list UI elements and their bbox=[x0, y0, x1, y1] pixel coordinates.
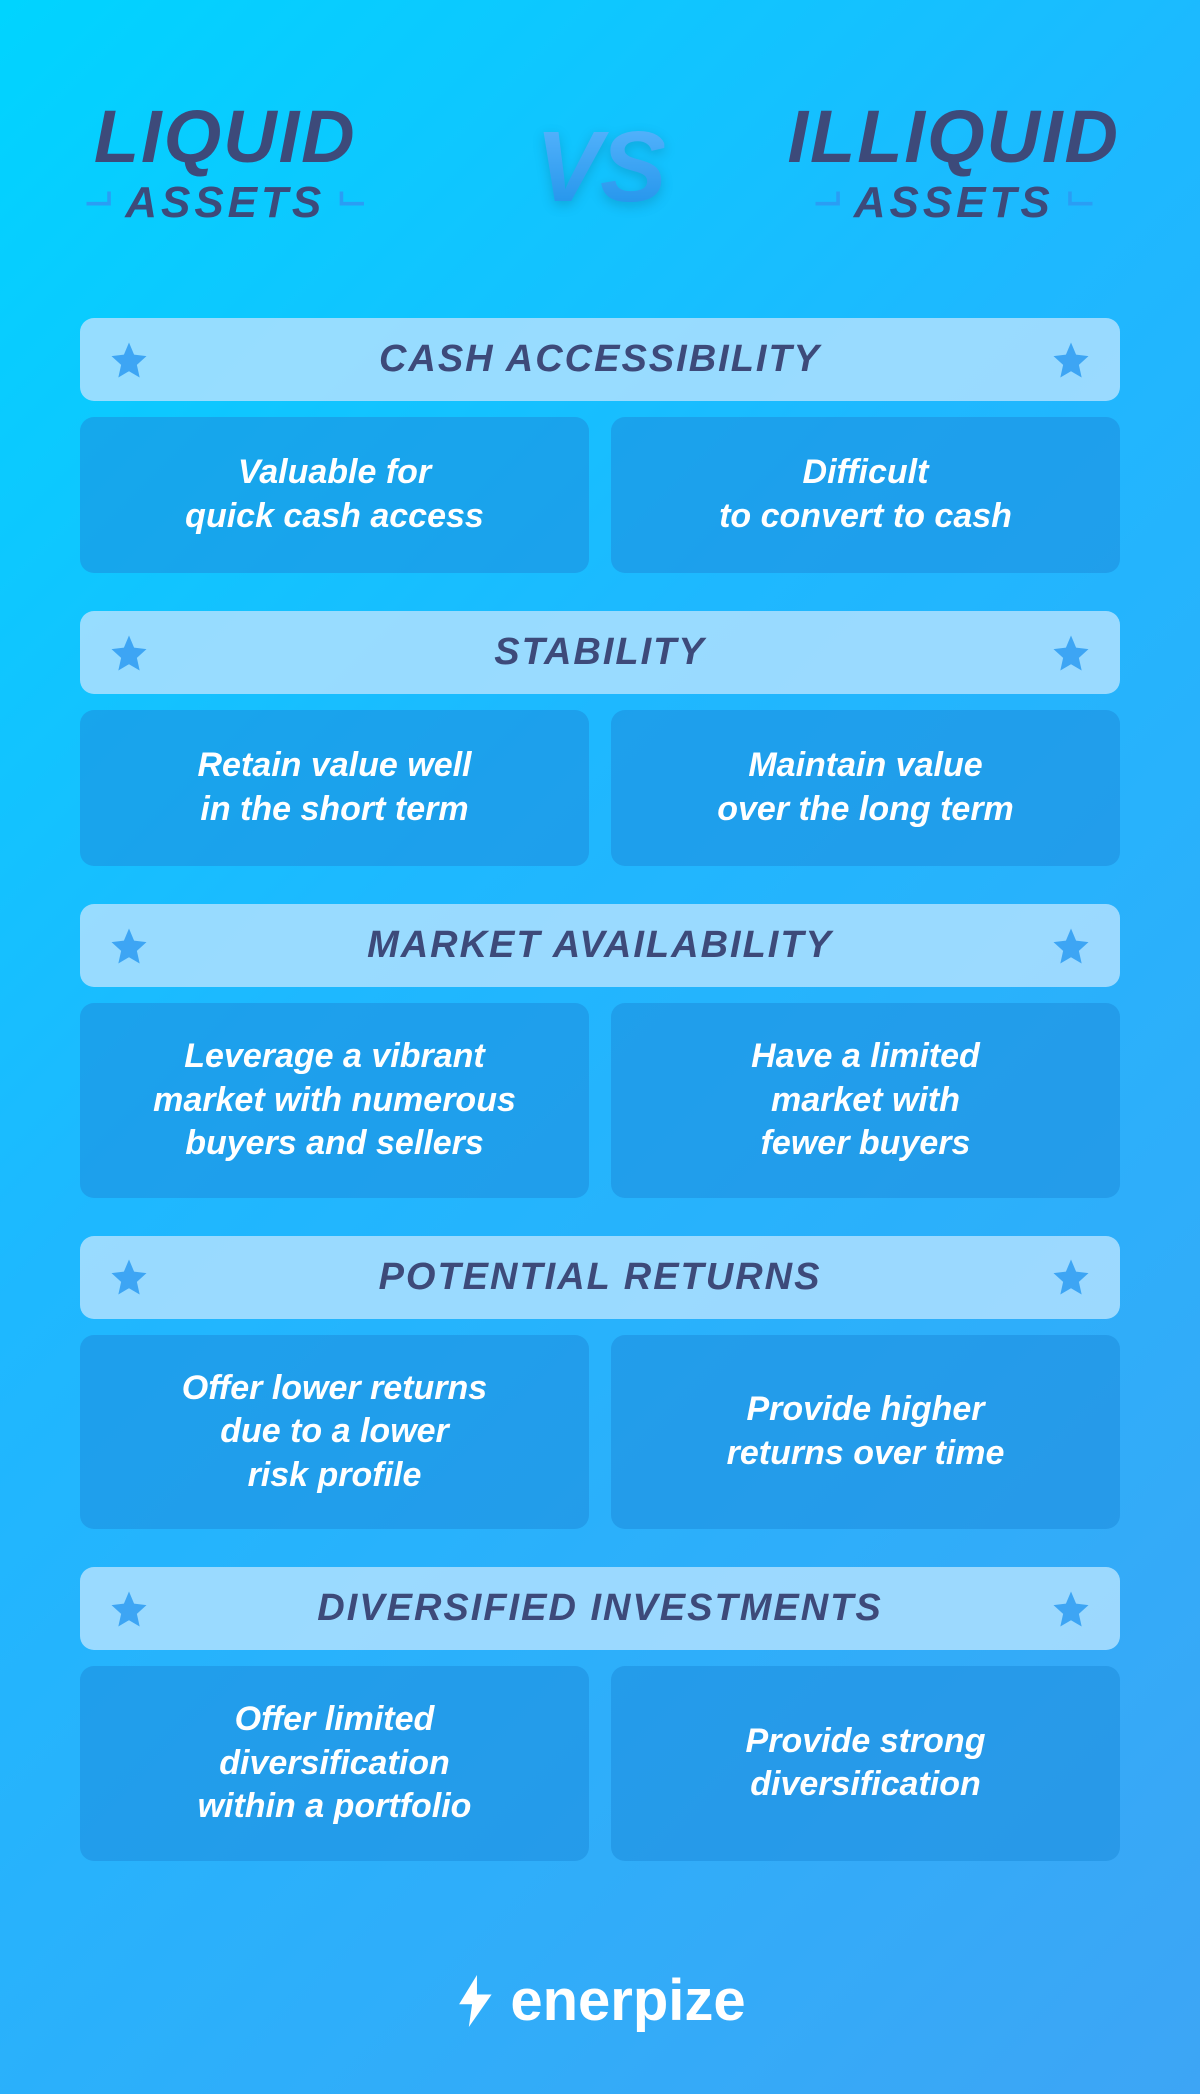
section: STABILITY Retain value well in the short … bbox=[80, 611, 1120, 866]
left-subtitle: ASSETS bbox=[125, 178, 325, 228]
card-text: Provide higher returns over time bbox=[727, 1388, 1005, 1475]
right-title: ILLIQUID bbox=[787, 100, 1120, 174]
bracket-right-icon bbox=[337, 191, 370, 216]
star-icon bbox=[1050, 925, 1092, 967]
liquid-card: Valuable for quick cash access bbox=[80, 417, 589, 573]
section-header: POTENTIAL RETURNS bbox=[80, 1236, 1120, 1319]
cards-row: Leverage a vibrant market with numerous … bbox=[80, 1003, 1120, 1198]
card-text: Have a limited market with fewer buyers bbox=[751, 1035, 980, 1166]
star-icon bbox=[1050, 339, 1092, 381]
bolt-icon bbox=[454, 1975, 496, 2027]
card-text: Provide strong diversification bbox=[746, 1720, 986, 1807]
section-header: CASH ACCESSIBILITY bbox=[80, 318, 1120, 401]
card-text: Offer lower returns due to a lower risk … bbox=[182, 1367, 487, 1498]
cards-row: Offer limited diversification within a p… bbox=[80, 1666, 1120, 1861]
card-text: Difficult to convert to cash bbox=[719, 451, 1012, 538]
star-icon bbox=[1050, 1256, 1092, 1298]
section-title: MARKET AVAILABILITY bbox=[150, 924, 1050, 967]
card-text: Offer limited diversification within a p… bbox=[198, 1698, 472, 1829]
section-header: MARKET AVAILABILITY bbox=[80, 904, 1120, 987]
section: DIVERSIFIED INVESTMENTS Offer limited div… bbox=[80, 1567, 1120, 1861]
right-subtitle: ASSETS bbox=[854, 178, 1054, 228]
card-text: Retain value well in the short term bbox=[198, 744, 472, 831]
section-title: STABILITY bbox=[150, 631, 1050, 674]
card-text: Maintain value over the long term bbox=[717, 744, 1014, 831]
section-title: CASH ACCESSIBILITY bbox=[150, 338, 1050, 381]
bracket-left-icon bbox=[809, 191, 842, 216]
liquid-card: Offer lower returns due to a lower risk … bbox=[80, 1335, 589, 1530]
section-header: STABILITY bbox=[80, 611, 1120, 694]
bracket-right-icon bbox=[1066, 191, 1099, 216]
illiquid-card: Maintain value over the long term bbox=[611, 710, 1120, 866]
header: LIQUID ASSETS VS ILLIQUID ASSETS bbox=[80, 100, 1120, 228]
sections-container: CASH ACCESSIBILITY Valuable for quick cas… bbox=[80, 318, 1120, 1861]
section: POTENTIAL RETURNS Offer lower returns due… bbox=[80, 1236, 1120, 1530]
vs-label: VS bbox=[535, 110, 664, 225]
cards-row: Valuable for quick cash access Difficult … bbox=[80, 417, 1120, 573]
cards-row: Retain value well in the short term Maint… bbox=[80, 710, 1120, 866]
illiquid-card: Provide higher returns over time bbox=[611, 1335, 1120, 1530]
section: CASH ACCESSIBILITY Valuable for quick cas… bbox=[80, 318, 1120, 573]
brand-footer: enerpize bbox=[454, 1967, 745, 2034]
card-text: Valuable for quick cash access bbox=[185, 451, 484, 538]
card-text: Leverage a vibrant market with numerous … bbox=[153, 1035, 516, 1166]
star-icon bbox=[108, 1256, 150, 1298]
star-icon bbox=[1050, 1588, 1092, 1630]
star-icon bbox=[108, 925, 150, 967]
star-icon bbox=[108, 339, 150, 381]
liquid-card: Leverage a vibrant market with numerous … bbox=[80, 1003, 589, 1198]
right-subtitle-row: ASSETS bbox=[809, 178, 1099, 228]
section-title: POTENTIAL RETURNS bbox=[150, 1256, 1050, 1299]
brand-name: enerpize bbox=[510, 1967, 745, 2034]
section-title: DIVERSIFIED INVESTMENTS bbox=[150, 1587, 1050, 1630]
illiquid-card: Provide strong diversification bbox=[611, 1666, 1120, 1861]
cards-row: Offer lower returns due to a lower risk … bbox=[80, 1335, 1120, 1530]
star-icon bbox=[108, 1588, 150, 1630]
bracket-left-icon bbox=[80, 191, 113, 216]
right-title-block: ILLIQUID ASSETS bbox=[787, 100, 1120, 228]
section: MARKET AVAILABILITY Leverage a vibrant ma… bbox=[80, 904, 1120, 1198]
illiquid-card: Have a limited market with fewer buyers bbox=[611, 1003, 1120, 1198]
liquid-card: Retain value well in the short term bbox=[80, 710, 589, 866]
star-icon bbox=[1050, 632, 1092, 674]
left-subtitle-row: ASSETS bbox=[80, 178, 370, 228]
section-header: DIVERSIFIED INVESTMENTS bbox=[80, 1567, 1120, 1650]
illiquid-card: Difficult to convert to cash bbox=[611, 417, 1120, 573]
left-title: LIQUID bbox=[94, 100, 357, 174]
liquid-card: Offer limited diversification within a p… bbox=[80, 1666, 589, 1861]
star-icon bbox=[108, 632, 150, 674]
left-title-block: LIQUID ASSETS bbox=[80, 100, 370, 228]
